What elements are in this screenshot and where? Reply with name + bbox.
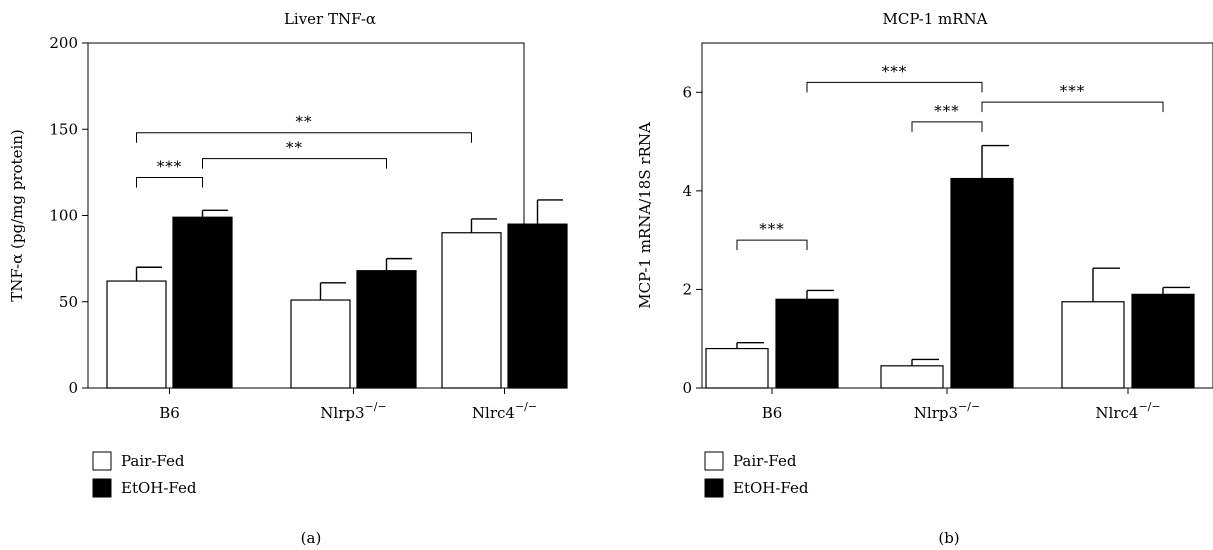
bar-etoh-fed bbox=[172, 216, 233, 389]
legend-swatch-etoh-fed bbox=[704, 478, 724, 498]
category-superscript: −/− bbox=[515, 400, 537, 413]
y-tick-label: 2 bbox=[682, 280, 692, 298]
significance-label: *** bbox=[157, 158, 183, 176]
y-tick-label: 50 bbox=[59, 293, 78, 311]
bar-pair-fed bbox=[290, 299, 351, 389]
legend-label: EtOH-Fed bbox=[121, 479, 197, 497]
category-label: Nlrp3−/− bbox=[914, 400, 980, 422]
y-tick-label: 100 bbox=[49, 207, 78, 225]
legend: Pair-Fed EtOH-Fed bbox=[92, 451, 197, 498]
y-tick-label: 4 bbox=[682, 182, 692, 200]
category-superscript: −/− bbox=[1138, 400, 1160, 413]
significance-bracket bbox=[202, 158, 387, 169]
y-tick-label: 200 bbox=[49, 34, 78, 52]
category-name: B6 bbox=[159, 404, 180, 422]
significance-bracket bbox=[981, 101, 1164, 113]
bar-pair-fed bbox=[441, 232, 502, 389]
legend: Pair-Fed EtOH-Fed bbox=[704, 451, 809, 498]
bar-etoh-fed bbox=[507, 223, 568, 389]
category-name: Nlrc4 bbox=[1095, 404, 1138, 422]
significance-bracket bbox=[136, 177, 203, 188]
significance-bracket bbox=[911, 121, 983, 132]
panel-label: (b) bbox=[938, 529, 959, 547]
legend-label: Pair-Fed bbox=[733, 452, 797, 470]
bar-pair-fed bbox=[705, 347, 769, 389]
category-name: Nlrc4 bbox=[472, 404, 515, 422]
y-tick-label: 0 bbox=[682, 379, 692, 397]
category-label: B6 bbox=[762, 404, 783, 422]
category-label: Nlrc4−/− bbox=[472, 400, 537, 422]
legend-label: EtOH-Fed bbox=[733, 479, 809, 497]
significance-bracket bbox=[136, 132, 472, 143]
significance-label: *** bbox=[882, 62, 908, 80]
category-name: Nlrp3 bbox=[320, 404, 364, 422]
legend-swatch-pair-fed bbox=[704, 451, 724, 471]
significance-label: *** bbox=[934, 102, 960, 120]
y-tick-label: 0 bbox=[68, 379, 78, 397]
y-axis-title: MCP-1 mRNA/18S rRNA bbox=[636, 122, 654, 309]
category-superscript: −/− bbox=[365, 400, 387, 413]
chart-title: Liver TNF-α bbox=[284, 10, 376, 28]
bar-etoh-fed bbox=[1131, 293, 1195, 389]
bar-pair-fed bbox=[1061, 301, 1125, 389]
category-label: Nlrc4−/− bbox=[1095, 400, 1160, 422]
significance-label: *** bbox=[1060, 82, 1086, 100]
significance-label: ** bbox=[296, 113, 313, 131]
chart-title: MCP-1 mRNA bbox=[883, 10, 988, 28]
y-tick-label: 6 bbox=[682, 83, 692, 101]
bar-pair-fed bbox=[880, 365, 944, 389]
bar-pair-fed bbox=[106, 280, 167, 389]
chart-panel-b: MCP-1 mRNA 0 2 4 6 MCP-1 mRNA/18S rRNA B6 Nlrp3… bbox=[636, 10, 1213, 547]
category-superscript: −/− bbox=[958, 400, 980, 413]
significance-bracket bbox=[736, 239, 808, 251]
chart-panel-a: Liver TNF-α 0 50 100 150 200 TNF-α (pg/mg prot… bbox=[8, 10, 568, 547]
legend-swatch-pair-fed bbox=[92, 451, 112, 471]
legend-swatch-etoh-fed bbox=[92, 478, 112, 498]
bar-etoh-fed bbox=[950, 177, 1014, 389]
bar-etoh-fed bbox=[356, 270, 417, 389]
panel-label: (a) bbox=[301, 529, 322, 547]
category-name: B6 bbox=[762, 404, 783, 422]
significance-bracket bbox=[806, 81, 983, 93]
significance-label: *** bbox=[759, 220, 785, 238]
y-tick-label: 150 bbox=[49, 120, 78, 138]
category-label: Nlrp3−/− bbox=[320, 400, 386, 422]
bar-etoh-fed bbox=[775, 298, 839, 389]
category-label: B6 bbox=[159, 404, 180, 422]
y-axis-title: TNF-α (pg/mg protein) bbox=[8, 129, 26, 302]
legend-label: Pair-Fed bbox=[121, 452, 185, 470]
significance-label: ** bbox=[286, 139, 303, 157]
category-name: Nlrp3 bbox=[914, 404, 958, 422]
